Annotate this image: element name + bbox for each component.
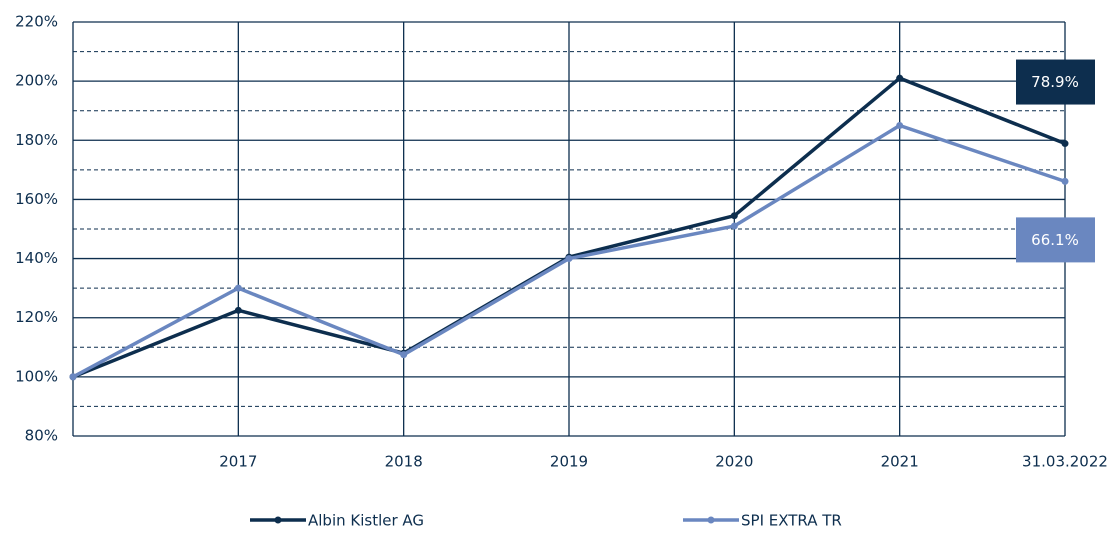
legend-marker	[707, 516, 715, 524]
point	[565, 255, 573, 263]
point	[234, 306, 242, 314]
value-label: 78.9%	[1031, 73, 1079, 91]
point	[896, 74, 904, 82]
value-label: 66.1%	[1031, 231, 1079, 249]
x-tick-label: 2021	[881, 453, 919, 471]
x-tick-label: 31.03.2022	[1022, 453, 1108, 471]
y-tick-label: 80%	[25, 427, 58, 445]
y-tick-label: 200%	[15, 72, 58, 90]
x-tick-label: 2017	[219, 453, 257, 471]
point	[896, 122, 904, 129]
y-tick-label: 140%	[15, 249, 58, 267]
y-tick-label: 100%	[15, 367, 58, 385]
value-label-box	[1016, 59, 1095, 105]
x-tick-label: 2018	[385, 453, 423, 471]
point	[400, 351, 408, 359]
point	[730, 212, 738, 220]
y-tick-label: 220%	[15, 13, 58, 31]
point	[69, 373, 77, 381]
point	[234, 284, 242, 292]
value-label-box	[1016, 217, 1095, 263]
y-tick-label: 160%	[15, 190, 58, 208]
legend-label: Albin Kistler AG	[308, 512, 424, 530]
legend-label: SPI EXTRA TR	[741, 512, 842, 530]
y-tick-label: 180%	[15, 131, 58, 149]
x-tick-label: 2019	[550, 453, 588, 471]
point	[1061, 140, 1069, 148]
x-tick-label: 2020	[715, 453, 753, 471]
legend-marker	[274, 516, 282, 524]
point	[1061, 177, 1069, 185]
point	[730, 222, 738, 230]
y-tick-label: 120%	[15, 308, 58, 326]
